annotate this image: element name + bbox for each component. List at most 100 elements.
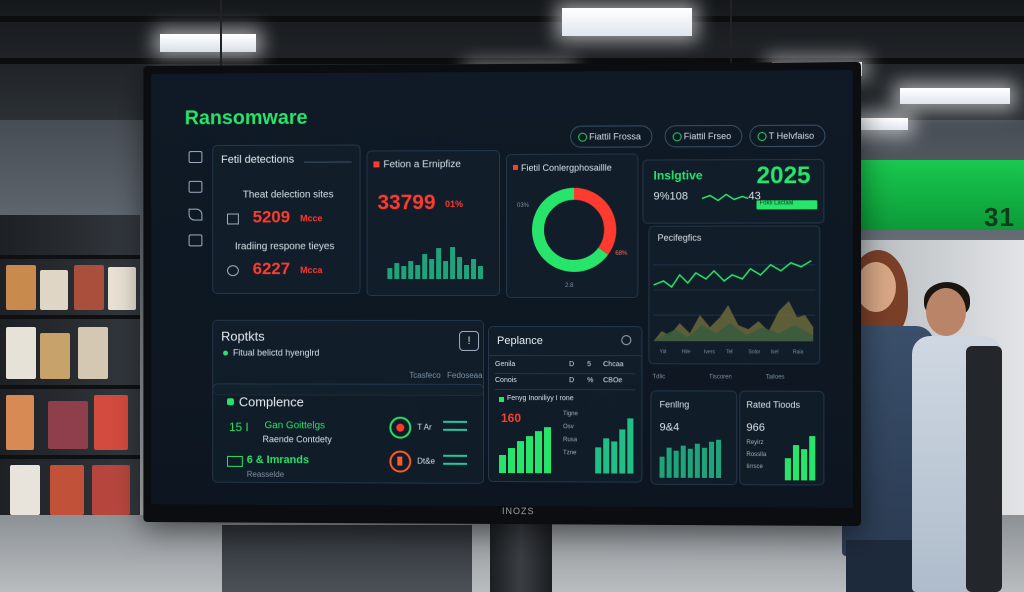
footer-tab[interactable]: Tailoes xyxy=(766,375,785,381)
ceiling-light xyxy=(562,8,692,36)
detection-unit: Mcce xyxy=(300,213,322,223)
insight-tag: Fokli Laclaal xyxy=(756,200,817,209)
reports-link[interactable]: Tcasfeco xyxy=(409,371,440,380)
card-title: Pecifegfics xyxy=(658,233,702,243)
response-count: 6227 xyxy=(253,259,290,279)
table-cell: D xyxy=(569,361,574,368)
chart-bar xyxy=(695,444,700,478)
footer-tab[interactable]: Tiscoren xyxy=(709,374,732,380)
chart-bar xyxy=(499,455,506,473)
table-cell: % xyxy=(587,377,593,384)
pen-icon[interactable] xyxy=(189,209,203,221)
compliance-card: Complence 15 I Gan Goittelgs Raende Cont… xyxy=(212,383,484,484)
card-title: Fetil detections xyxy=(221,154,294,166)
header-button-2[interactable]: Fiattil Frseo xyxy=(665,125,743,147)
compliance-stat-1: T Ar xyxy=(417,423,431,432)
row-label: Theat delection sites xyxy=(243,189,334,200)
table-cell: CBOe xyxy=(603,377,622,384)
ceiling-light xyxy=(160,34,256,52)
compliance-text-1: Gan Goittelgs xyxy=(265,420,325,431)
status-square-icon xyxy=(513,165,518,170)
tick-label: Ivers xyxy=(704,349,715,355)
donut-card: Fietil Conlergphosaillle 03% 68% 2.8 xyxy=(506,154,638,299)
card-title: Fenllng xyxy=(660,399,690,409)
compliance-stat-2: Dt&e xyxy=(417,457,435,466)
legend-item: Rusa xyxy=(563,437,577,443)
header-button-1[interactable]: Fiattil Frossa xyxy=(570,125,652,147)
monitor-brand: INOZS xyxy=(502,506,535,516)
hanging-wire xyxy=(220,0,222,66)
perplance-table: Genila D 5 Chcaa Conois D% CBOe xyxy=(495,359,635,389)
chart-bar xyxy=(702,448,707,478)
card-title: Fetion a Ernipfize xyxy=(383,159,460,170)
table-row[interactable]: Genila D 5 Chcaa xyxy=(495,359,635,374)
table-cell: 5 xyxy=(587,361,591,368)
footer-tab[interactable]: Tdlic xyxy=(652,374,665,380)
chart-bar xyxy=(464,265,469,279)
header-button-3[interactable]: T Helvfaiso xyxy=(749,125,825,147)
donut-center-note: 2.8 xyxy=(565,283,573,289)
compliance-sub-2: Reasselde xyxy=(247,470,284,479)
chart-bar xyxy=(401,266,406,279)
chart-bar xyxy=(660,457,665,478)
display-counter xyxy=(222,525,472,592)
chart-value: 160 xyxy=(501,411,521,425)
search-icon[interactable] xyxy=(621,335,631,345)
reports-link[interactable]: Fedoseaa xyxy=(447,371,483,380)
header-button-label: Fiattil Frossa xyxy=(589,131,641,141)
header-button-label: T Helvfaiso xyxy=(769,131,814,141)
chart-bar xyxy=(603,438,609,473)
tick-label: Raia xyxy=(793,349,803,355)
home-icon xyxy=(227,214,239,225)
card-title: Complence xyxy=(239,394,304,409)
tick-label: Tel xyxy=(726,349,732,355)
table-cell: Conois xyxy=(495,377,517,384)
legend-item: Tigne xyxy=(563,411,578,417)
tracking-card: Pecifegfics Yiit Hile Ivers Tel Solor Isel Rai… xyxy=(648,225,820,364)
fetion-delta: 01% xyxy=(445,199,463,209)
calendar-icon[interactable] xyxy=(189,234,203,246)
image-icon[interactable] xyxy=(189,181,203,193)
chart-bar xyxy=(611,441,617,473)
chart-bar xyxy=(709,442,714,478)
chart-bar xyxy=(443,261,448,279)
donut-left-label: 03% xyxy=(517,203,529,209)
table-cell: D xyxy=(569,377,574,384)
chart-bar xyxy=(716,440,721,478)
card-title: Fietil Conlergphosaillle xyxy=(521,163,612,173)
chart-bar xyxy=(526,436,533,473)
response-unit: Mcca xyxy=(300,265,322,275)
table-row[interactable]: Conois D% CBOe xyxy=(495,375,635,390)
legend-item: Iirrsce xyxy=(746,464,763,470)
table-cell: Chcaa xyxy=(603,361,623,368)
status-ring-icon xyxy=(389,417,411,439)
chart-bar xyxy=(478,266,483,279)
bar-chart xyxy=(595,415,637,473)
bell-icon[interactable] xyxy=(189,151,203,163)
fetion-card: Fetion a Ernipfize 33799 01% xyxy=(367,150,500,296)
card-title: Rated Tioods xyxy=(746,400,800,410)
circle-icon xyxy=(673,132,682,141)
compliance-sub-1: Raende Contdety xyxy=(263,434,332,444)
header-button-label: Fiattil Frseo xyxy=(684,131,731,141)
chart-title: Fenyg Inoniliyy I rone xyxy=(507,395,574,402)
circle-icon xyxy=(757,132,766,141)
chart-bar xyxy=(595,447,601,473)
bar-chart xyxy=(499,427,559,473)
tick-label: Solor xyxy=(748,349,760,355)
status-dot-icon xyxy=(223,351,228,356)
check-icon xyxy=(227,398,234,405)
fenllng-card: Fenllng 9&4 xyxy=(650,390,737,485)
folder-icon xyxy=(227,456,243,467)
table-cell: Genila xyxy=(495,361,515,368)
info-icon[interactable]: ! xyxy=(459,331,479,351)
chart-bar xyxy=(422,254,427,279)
ceiling-light xyxy=(900,88,1010,104)
fetion-value: 33799 xyxy=(377,191,435,215)
dashboard-monitor: Ransomware Fiattil Frossa Fiattil Frseo … xyxy=(143,62,861,526)
footer-tabs: Tdlic Tiscoren Tailoes xyxy=(652,374,824,386)
chart-bar xyxy=(544,427,551,473)
chart-bar xyxy=(667,448,672,478)
legend-item: Rosslla xyxy=(746,452,766,458)
insight-value: 2025 xyxy=(756,162,810,190)
